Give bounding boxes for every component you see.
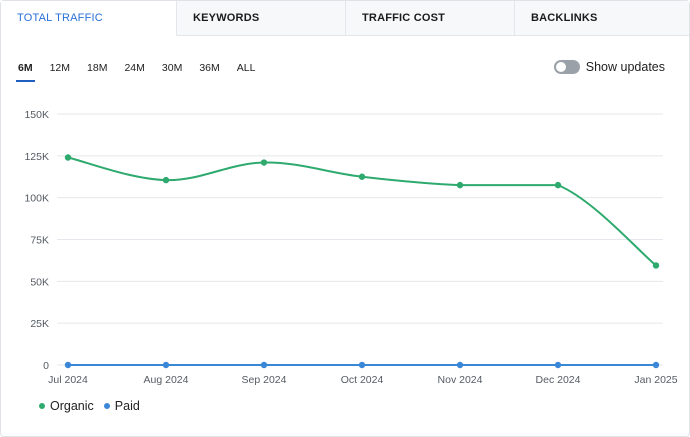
data-point-organic[interactable] bbox=[260, 159, 268, 166]
data-point-organic[interactable] bbox=[64, 154, 72, 161]
tab-backlinks[interactable]: BACKLINKS bbox=[515, 1, 689, 35]
legend-dot-paid bbox=[103, 403, 110, 409]
data-point-paid[interactable] bbox=[260, 361, 268, 369]
data-point-paid[interactable] bbox=[162, 361, 170, 369]
legend-item-organic[interactable]: Organic bbox=[39, 399, 94, 413]
legend-dot-organic bbox=[39, 403, 45, 409]
y-tick-label: 100K bbox=[24, 193, 49, 205]
legend-label-organic: Organic bbox=[50, 399, 94, 413]
range-18m[interactable]: 18M bbox=[87, 62, 108, 74]
x-tick-label: Dec 2024 bbox=[536, 374, 581, 386]
data-point-organic[interactable] bbox=[456, 181, 464, 189]
tab-bar: TOTAL TRAFFIC KEYWORDS TRAFFIC COST BACK… bbox=[1, 1, 689, 36]
x-tick-label: Oct 2024 bbox=[341, 374, 384, 386]
range-6m[interactable]: 6M bbox=[16, 59, 35, 82]
range-30m[interactable]: 30M bbox=[161, 62, 183, 74]
data-point-paid[interactable] bbox=[456, 361, 464, 369]
traffic-line-chart: 0 25K 50K 75K 100K 125K 150K Jul 2024 Aug 2024 S… bbox=[24, 109, 678, 386]
x-tick-label: Jan 2025 bbox=[634, 374, 677, 386]
data-point-paid[interactable] bbox=[358, 361, 366, 369]
range-36m[interactable]: 36M bbox=[199, 62, 220, 74]
range-all[interactable]: ALL bbox=[236, 62, 256, 74]
x-tick-label: Sep 2024 bbox=[242, 374, 287, 386]
chart-legend: Organic Paid bbox=[39, 399, 150, 413]
data-point-paid[interactable] bbox=[64, 361, 72, 369]
y-tick-label: 0 bbox=[43, 360, 49, 372]
legend-label-paid: Paid bbox=[114, 399, 140, 413]
tab-traffic-cost[interactable]: TRAFFIC COST bbox=[346, 1, 515, 35]
y-tick-label: 125K bbox=[24, 151, 49, 163]
legend-item-paid[interactable]: Paid bbox=[103, 399, 140, 413]
range-24m[interactable]: 24M bbox=[124, 62, 145, 74]
data-point-organic[interactable] bbox=[358, 173, 366, 180]
x-tick-label: Aug 2024 bbox=[144, 374, 189, 386]
toggle-knob bbox=[555, 62, 566, 72]
data-point-paid[interactable] bbox=[554, 361, 562, 369]
x-tick-label: Jul 2024 bbox=[48, 374, 88, 386]
x-axis-ticks: Jul 2024 Aug 2024 Sep 2024 Oct 2024 Nov 2024… bbox=[48, 374, 678, 386]
x-tick-label: Nov 2024 bbox=[438, 374, 483, 386]
y-axis-ticks: 0 25K 50K 75K 100K 125K 150K bbox=[24, 109, 49, 372]
data-point-organic[interactable] bbox=[162, 176, 170, 184]
y-tick-label: 150K bbox=[24, 109, 49, 121]
range-12m[interactable]: 12M bbox=[49, 62, 71, 74]
show-updates-toggle[interactable] bbox=[553, 60, 580, 74]
y-tick-label: 50K bbox=[30, 276, 49, 288]
show-updates-control: Show updates bbox=[553, 60, 665, 74]
data-point-organic[interactable] bbox=[652, 262, 660, 269]
y-tick-label: 75K bbox=[30, 235, 49, 247]
data-point-organic[interactable] bbox=[554, 181, 562, 189]
chart-series bbox=[64, 154, 660, 369]
chart-gridlines bbox=[57, 113, 663, 366]
time-range-selector: 6M 12M 18M 24M 30M 36M ALL bbox=[16, 59, 272, 82]
y-tick-label: 25K bbox=[30, 318, 49, 330]
tab-total-traffic[interactable]: TOTAL TRAFFIC bbox=[1, 1, 177, 36]
show-updates-label[interactable]: Show updates bbox=[585, 60, 665, 74]
tab-keywords[interactable]: KEYWORDS bbox=[177, 1, 346, 35]
data-point-paid[interactable] bbox=[652, 361, 660, 369]
